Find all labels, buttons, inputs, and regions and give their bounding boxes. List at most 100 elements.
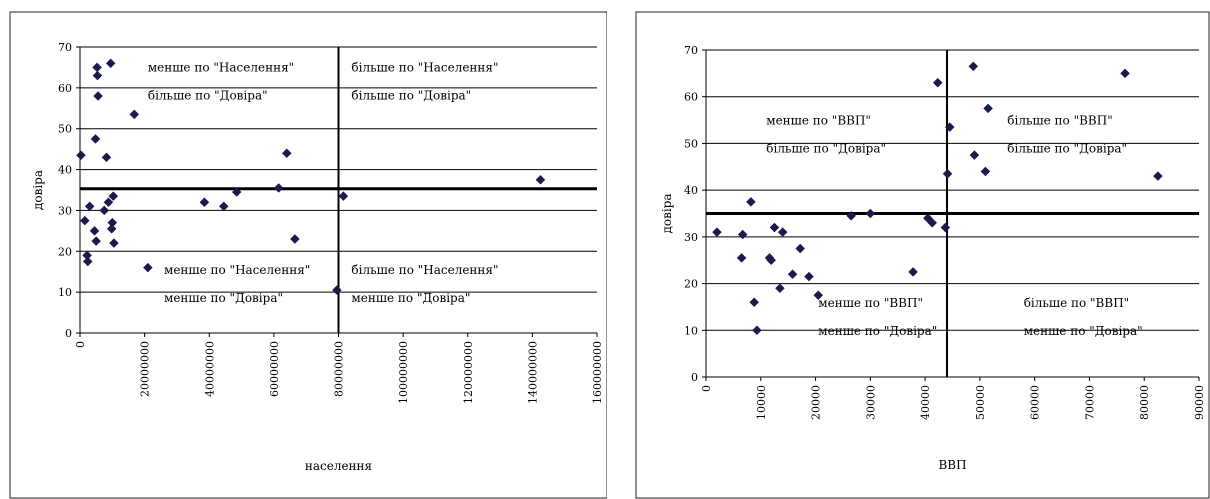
x-axis-title: населення bbox=[305, 459, 372, 473]
quadrant-label: менше по "Довіра" bbox=[164, 291, 283, 305]
data-point bbox=[332, 285, 342, 295]
data-point bbox=[712, 227, 722, 238]
data-point bbox=[968, 61, 979, 72]
data-point bbox=[746, 196, 756, 207]
data-point bbox=[932, 77, 943, 88]
data-point bbox=[79, 215, 90, 226]
x-tick-label: 90000 bbox=[1193, 385, 1206, 420]
x-tick-label: 60000000 bbox=[268, 341, 281, 397]
data-point bbox=[1153, 171, 1163, 181]
y-tick-label: 50 bbox=[58, 123, 72, 136]
data-point bbox=[737, 229, 748, 240]
x-tick-label: 20000000 bbox=[139, 341, 152, 397]
y-tick-label: 20 bbox=[58, 245, 72, 258]
data-point bbox=[129, 109, 140, 120]
x-tick-label: 60000 bbox=[1029, 385, 1042, 420]
y-tick-label: 30 bbox=[684, 231, 698, 244]
x-axis-title: ВВП bbox=[938, 458, 966, 472]
data-point bbox=[752, 325, 762, 336]
scatter-chart-gdp: 0 10 20 30 40 50 60 70 0 10000 20000 30000 40000 5000… bbox=[635, 11, 1210, 499]
data-point bbox=[107, 217, 118, 228]
data-point bbox=[218, 201, 229, 212]
data-point bbox=[795, 243, 806, 254]
data-point bbox=[535, 174, 546, 185]
data-point bbox=[969, 150, 980, 160]
data-point bbox=[766, 255, 777, 266]
data-point bbox=[787, 269, 798, 280]
data-point bbox=[769, 222, 780, 233]
y-axis-title: довіра bbox=[31, 170, 45, 210]
y-tick-label: 50 bbox=[684, 137, 698, 150]
y-axis-title: довіра bbox=[660, 193, 674, 233]
x-tick-label: 20000 bbox=[810, 385, 823, 420]
data-point bbox=[749, 297, 760, 308]
y-tick-label: 70 bbox=[684, 44, 698, 57]
data-point bbox=[101, 152, 112, 163]
data-point bbox=[940, 222, 951, 233]
x-tick-label: 100000000 bbox=[397, 341, 410, 404]
data-point bbox=[93, 91, 103, 101]
data-point bbox=[109, 238, 119, 248]
data-point bbox=[865, 208, 876, 219]
x-tick-label: 40000000 bbox=[203, 341, 216, 397]
x-tick-label: 40000 bbox=[919, 385, 932, 420]
quadrant-label: менше по "ВВП" bbox=[818, 296, 923, 310]
x-tick-label: 80000 bbox=[1138, 385, 1151, 420]
quadrant-label: більше по "Довіра" bbox=[351, 89, 471, 103]
x-tick-label: 70000 bbox=[1083, 385, 1096, 420]
data-point bbox=[775, 283, 785, 294]
y-tick-label: 70 bbox=[58, 41, 72, 54]
quadrant-label: більше по "Довіра" bbox=[148, 89, 268, 103]
data-point bbox=[231, 187, 242, 197]
chart-frame bbox=[9, 11, 607, 499]
quadrant-label: менше по "Довіра" bbox=[1024, 324, 1143, 338]
x-tick-label: 120000000 bbox=[462, 341, 475, 404]
data-point bbox=[91, 236, 102, 246]
data-point bbox=[736, 253, 747, 263]
quadrant-label: більше по "Населення" bbox=[351, 263, 498, 277]
data-point bbox=[944, 122, 955, 132]
y-tick-label: 40 bbox=[684, 184, 698, 197]
data-point bbox=[84, 201, 95, 212]
chart-frame bbox=[635, 11, 1210, 499]
x-tick-label: 10000 bbox=[755, 385, 768, 420]
y-tick-label: 0 bbox=[691, 371, 698, 384]
quadrant-label: менше по "Населення" bbox=[148, 61, 294, 75]
data-point bbox=[980, 166, 991, 177]
data-point bbox=[105, 58, 116, 69]
quadrant-label: менше по "ВВП" bbox=[766, 114, 871, 128]
y-tick-label: 0 bbox=[65, 327, 72, 340]
data-point bbox=[777, 227, 788, 238]
quadrant-label: більше по "Населення" bbox=[351, 61, 498, 75]
data-point bbox=[908, 267, 918, 277]
data-point bbox=[199, 197, 210, 208]
data-point bbox=[927, 217, 938, 228]
y-tick-label: 10 bbox=[684, 324, 698, 337]
data-point bbox=[99, 205, 110, 216]
x-tick-label: 30000 bbox=[864, 385, 877, 420]
data-point bbox=[92, 70, 103, 81]
quadrant-label: більше по "Довіра" bbox=[766, 142, 886, 156]
x-tick-label: 0 bbox=[700, 385, 713, 392]
y-tick-label: 40 bbox=[58, 164, 72, 177]
data-point bbox=[942, 168, 953, 179]
data-point bbox=[983, 103, 993, 114]
quadrant-label: більше по "ВВП" bbox=[1024, 296, 1129, 310]
y-tick-label: 10 bbox=[58, 286, 72, 299]
y-tick-label: 60 bbox=[58, 82, 72, 95]
y-tick-label: 60 bbox=[684, 91, 698, 104]
x-tick-label: 50000 bbox=[974, 385, 987, 420]
data-point bbox=[89, 226, 100, 236]
x-tick-label: 160000000 bbox=[591, 341, 604, 404]
chart-panel-population: 0 10 20 30 40 50 60 70 0 20000000 40000000 60000000… bbox=[9, 11, 607, 499]
data-point bbox=[813, 290, 824, 301]
data-point bbox=[103, 197, 114, 208]
panel-gap bbox=[607, 0, 633, 499]
y-tick-label: 30 bbox=[58, 204, 72, 217]
data-point bbox=[108, 191, 119, 201]
data-point bbox=[273, 183, 284, 193]
chart-panel-gdp: 0 10 20 30 40 50 60 70 0 10000 20000 30000 40000 5000… bbox=[633, 0, 1210, 499]
scatter-chart-population: 0 10 20 30 40 50 60 70 0 20000000 40000000 60000000… bbox=[9, 11, 607, 499]
x-tick-label: 140000000 bbox=[526, 341, 539, 404]
data-point bbox=[76, 150, 86, 161]
